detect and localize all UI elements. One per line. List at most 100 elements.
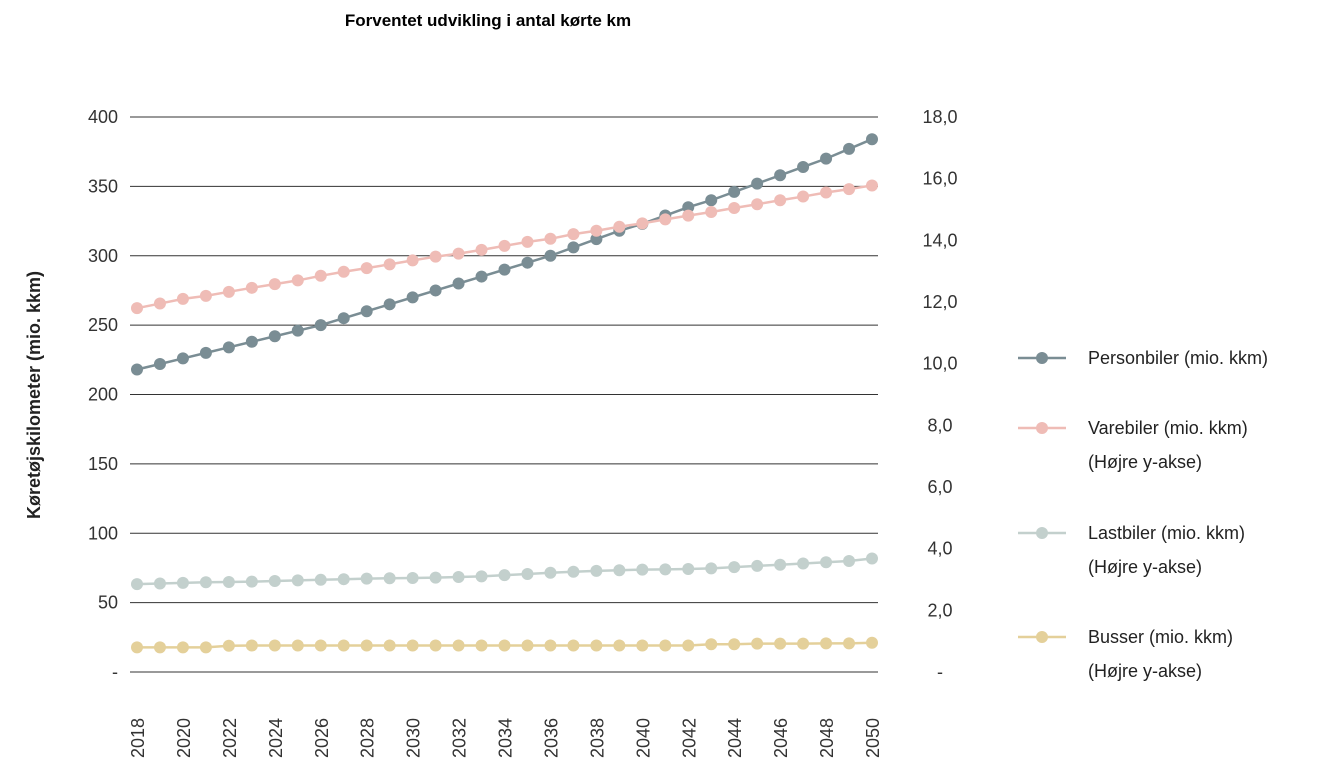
data-point — [360, 639, 373, 652]
data-point — [567, 565, 580, 578]
x-tick-label: 2022 — [220, 718, 240, 758]
data-point — [705, 562, 718, 575]
legend-marker — [1036, 631, 1048, 643]
data-point — [866, 133, 878, 146]
data-point — [222, 341, 235, 354]
data-point — [176, 352, 189, 365]
data-point — [705, 205, 718, 218]
x-tick-label: 2034 — [496, 718, 516, 758]
data-point — [590, 564, 603, 577]
data-point — [797, 160, 810, 173]
chart-title: Forventet udvikling i antal kørte km — [345, 11, 631, 30]
x-tick-label: 2048 — [817, 718, 837, 758]
data-point — [314, 573, 327, 586]
gridlines — [130, 116, 878, 673]
data-point — [131, 363, 143, 376]
data-point — [521, 639, 534, 652]
data-point — [567, 228, 580, 241]
data-point — [797, 637, 810, 650]
data-point — [176, 576, 189, 589]
data-point — [429, 250, 442, 263]
data-point — [544, 639, 557, 652]
series-busser — [131, 636, 878, 654]
data-point — [797, 557, 810, 570]
data-point — [153, 297, 166, 310]
data-point — [774, 637, 787, 650]
data-point — [498, 263, 511, 276]
data-point — [751, 177, 764, 190]
data-point — [245, 639, 258, 652]
data-point — [452, 247, 465, 260]
data-point — [314, 319, 327, 332]
data-point — [544, 232, 557, 245]
x-tick-label: 2030 — [404, 718, 424, 758]
right-tick-label: 12,0 — [922, 292, 957, 312]
data-point — [475, 570, 488, 583]
left-axis-ticks: - 50 100 150 200 250 300 350 400 — [88, 107, 118, 682]
right-tick-label: 14,0 — [922, 230, 957, 250]
data-point — [268, 575, 281, 588]
right-tick-label: - — [937, 662, 943, 682]
legend-label-note: (Højre y-akse) — [1088, 557, 1202, 577]
left-tick-label: 150 — [88, 454, 118, 474]
data-point — [659, 563, 672, 576]
data-point — [291, 324, 304, 337]
data-point — [820, 637, 833, 650]
data-point — [360, 305, 373, 318]
x-tick-label: 2044 — [725, 718, 745, 758]
legend-item: Varebiler (mio. kkm) (Højre y-akse) — [1018, 418, 1248, 472]
data-point — [222, 639, 235, 652]
data-point — [866, 552, 878, 565]
y-axis-label: Køretøjskilometer (mio. kkm) — [24, 271, 44, 519]
data-point — [544, 249, 557, 262]
legend-marker — [1036, 422, 1048, 434]
data-point — [475, 270, 488, 283]
data-point — [590, 639, 603, 652]
data-point — [452, 571, 465, 584]
data-point — [498, 639, 511, 652]
left-tick-label: 250 — [88, 315, 118, 335]
data-point — [613, 564, 626, 577]
series-group — [131, 133, 878, 654]
data-point — [728, 201, 741, 214]
data-point — [245, 281, 258, 294]
data-point — [153, 357, 166, 370]
data-point — [820, 556, 833, 569]
data-point — [314, 639, 327, 652]
data-point — [751, 198, 764, 211]
x-tick-label: 2024 — [266, 718, 286, 758]
legend-label: Varebiler (mio. kkm) — [1088, 418, 1248, 438]
series-personbiler — [131, 133, 878, 376]
data-point — [360, 572, 373, 585]
data-point — [797, 190, 810, 203]
data-point — [176, 292, 189, 305]
data-point — [291, 574, 304, 587]
data-point — [429, 571, 442, 584]
x-tick-label: 2018 — [128, 718, 148, 758]
data-point — [590, 233, 603, 246]
data-point — [843, 142, 856, 155]
data-point — [728, 561, 741, 574]
data-point — [452, 639, 465, 652]
x-tick-label: 2040 — [633, 718, 653, 758]
data-point — [636, 563, 649, 576]
data-point — [199, 346, 212, 359]
data-point — [429, 639, 442, 652]
data-point — [636, 639, 649, 652]
data-point — [774, 558, 787, 571]
data-point — [774, 169, 787, 182]
data-point — [498, 239, 511, 252]
data-point — [245, 335, 258, 348]
data-point — [406, 639, 419, 652]
data-point — [728, 638, 741, 651]
legend-label-note: (Højre y-akse) — [1088, 661, 1202, 681]
right-tick-label: 18,0 — [922, 107, 957, 127]
legend-marker — [1036, 527, 1048, 539]
data-point — [291, 639, 304, 652]
data-point — [406, 254, 419, 267]
right-axis-ticks: - 2,0 4,0 6,0 8,0 10,0 12,0 14,0 16,0 18,0 — [922, 107, 957, 682]
data-point — [268, 278, 281, 291]
data-point — [751, 559, 764, 572]
right-tick-label: 8,0 — [927, 415, 952, 435]
